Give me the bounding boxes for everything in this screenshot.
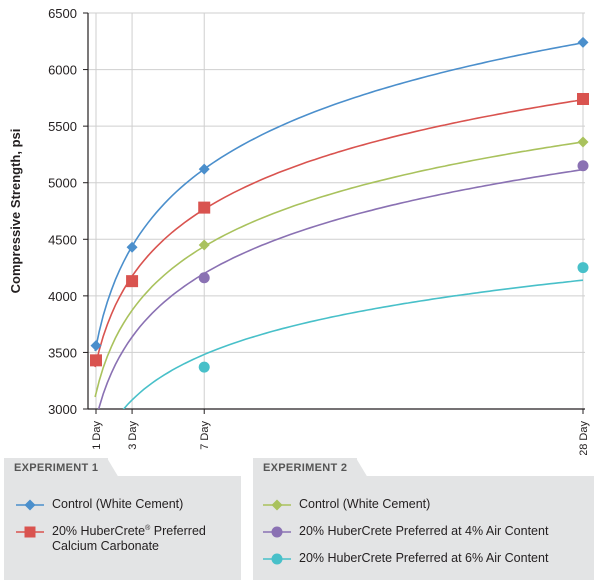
y-tick-label: 4000 bbox=[48, 289, 77, 304]
circle-marker-icon bbox=[263, 526, 291, 538]
data-point-diamond bbox=[577, 36, 589, 48]
series-line-2 bbox=[94, 98, 584, 368]
series-line-1 bbox=[94, 42, 584, 352]
legend-item-hubercrete-preferred: 20% HuberCrete® Preferred Calcium Carbon… bbox=[14, 524, 206, 554]
data-point-circle bbox=[198, 272, 210, 284]
y-tick-label: 4500 bbox=[48, 232, 77, 247]
square-marker-icon bbox=[16, 526, 44, 538]
y-tick-label: 6500 bbox=[48, 6, 77, 21]
data-point-diamond bbox=[198, 163, 210, 175]
data-point-diamond bbox=[577, 136, 589, 148]
chart: 3000 3500 4000 4500 5000 5500 6000 6500 1 Day 3 … bbox=[8, 6, 590, 455]
y-axis-label: Compressive Strength, psi bbox=[8, 129, 23, 294]
experiment-2-title: EXPERIMENT 2 bbox=[263, 462, 348, 474]
tab-corner bbox=[356, 458, 368, 478]
legend-label: 20% HuberCrete Preferred at 4% Air Conte… bbox=[299, 524, 549, 538]
axes bbox=[83, 12, 585, 414]
y-tick-labels: 3000 3500 4000 4500 5000 5500 6000 6500 bbox=[48, 6, 77, 417]
experiment-2-tab: EXPERIMENT 2 bbox=[253, 458, 357, 478]
y-tick-label: 6000 bbox=[48, 63, 77, 78]
diamond-marker-icon bbox=[263, 499, 291, 511]
legend-item-control-1: Control (White Cement) bbox=[14, 497, 183, 512]
series-line-5 bbox=[122, 279, 584, 409]
tab-corner bbox=[107, 458, 119, 478]
legend-label: 20% HuberCrete Preferred at 6% Air Conte… bbox=[299, 551, 549, 565]
legend-item-6-percent-air: 20% HuberCrete Preferred at 6% Air Conte… bbox=[261, 551, 548, 566]
data-point-circle bbox=[198, 361, 210, 373]
x-tick-labels: 1 Day 3 Day 7 Day 28 Day bbox=[91, 421, 590, 455]
grid bbox=[88, 12, 585, 409]
series-markers bbox=[90, 36, 589, 373]
x-tick-label: 28 Day bbox=[578, 421, 590, 455]
data-point-square bbox=[126, 275, 139, 288]
data-point-diamond bbox=[126, 241, 138, 253]
legend-item-4-percent-air: 20% HuberCrete Preferred at 4% Air Conte… bbox=[261, 524, 548, 539]
legend-label: 20% HuberCrete® Preferred Calcium Carbon… bbox=[52, 524, 206, 553]
series-line-4 bbox=[97, 168, 584, 409]
y-tick-label: 5000 bbox=[48, 176, 77, 191]
y-tick-label: 5500 bbox=[48, 119, 77, 134]
y-tick-label: 3000 bbox=[48, 402, 77, 417]
legend-label: Control (White Cement) bbox=[299, 497, 431, 511]
registered-mark: ® bbox=[145, 524, 151, 532]
series-lines bbox=[94, 42, 584, 409]
data-point-diamond bbox=[90, 340, 102, 352]
data-point-square bbox=[90, 354, 102, 367]
diamond-marker-icon bbox=[16, 499, 44, 511]
circle-marker-icon bbox=[263, 553, 291, 565]
data-point-square bbox=[198, 201, 211, 214]
data-point-circle bbox=[577, 262, 589, 274]
experiment-1-tab: EXPERIMENT 1 bbox=[4, 458, 108, 478]
x-tick-label: 7 Day bbox=[199, 421, 211, 450]
data-point-diamond bbox=[198, 239, 210, 251]
y-tick-label: 3500 bbox=[48, 345, 77, 360]
data-point-circle bbox=[577, 160, 589, 172]
legend-label: Control (White Cement) bbox=[52, 497, 184, 511]
experiment-1-title: EXPERIMENT 1 bbox=[14, 462, 99, 474]
x-tick-label: 1 Day bbox=[91, 421, 103, 450]
x-tick-label: 3 Day bbox=[127, 421, 139, 450]
experiment-2-legend: Control (White Cement) 20% HuberCrete Pr… bbox=[253, 476, 594, 580]
experiment-1-legend: Control (White Cement) 20% HuberCrete® P… bbox=[4, 476, 241, 580]
data-point-square bbox=[577, 92, 589, 105]
series-line-3 bbox=[94, 141, 584, 398]
legend-item-control-2: Control (White Cement) bbox=[261, 497, 430, 512]
